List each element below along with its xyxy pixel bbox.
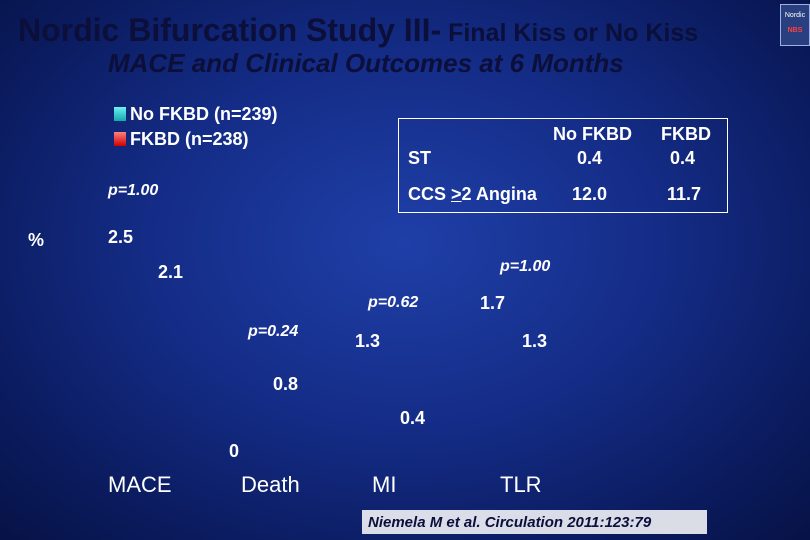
legend-item-no-fkbd: No FKBD (n=239) (114, 104, 278, 125)
title-final: Final (441, 19, 514, 47)
x-tick-label-tlr: TLR (500, 472, 542, 497)
table-cell-ccs-no-fkbd: 12.0 (572, 184, 608, 204)
data-label-mace-fkbd: 2.1 (158, 262, 184, 282)
data-label-mi-no-fkbd: 1.3 (355, 331, 381, 351)
legend-label-fkbd: FKBD (n=238) (130, 129, 249, 149)
citation-background (362, 510, 707, 534)
p-value-mace: p=1.00 (108, 182, 159, 199)
x-tick-label-mace: MACE (108, 472, 172, 497)
citation: Niemela M et al. Circulation 2011:123:79 (368, 514, 652, 531)
study-logo: Nordic NBS (780, 4, 810, 46)
table-cell-st-fkbd: 0.4 (670, 148, 696, 168)
table-header-no-fkbd: No FKBD (553, 124, 632, 144)
legend-label-no-fkbd: No FKBD (n=239) (130, 104, 278, 124)
x-tick-label-death: Death (241, 472, 300, 497)
title-main: Nordic Bifurcation Study III- (18, 12, 442, 48)
table-row-label-st: ST (408, 148, 432, 168)
data-label-mi-fkbd: 0.4 (400, 408, 426, 428)
table-row-label-ccs-pre: CCS (408, 184, 452, 204)
y-axis-label: % (28, 230, 45, 250)
p-value-death: p=0.24 (248, 323, 299, 340)
table-row-label-ccs-underline: > (451, 184, 462, 204)
table-header-fkbd: FKBD (661, 124, 711, 144)
logo-text-bottom: NBS (787, 27, 803, 34)
slide-title: Nordic Bifurcation Study III- Final Kiss… (18, 12, 698, 49)
title-kiss: Kiss or No Kiss (513, 19, 699, 47)
table-row-label-ccs-post: 2 Angina (461, 184, 537, 204)
data-label-tlr-fkbd: 1.3 (522, 331, 548, 351)
table-row-label-ccs: CCS >2 Angina (408, 184, 537, 205)
legend-swatch-no-fkbd (114, 107, 126, 121)
data-label-death-no-fkbd: 0.8 (273, 374, 299, 394)
table-cell-st-no-fkbd: 0.4 (577, 148, 603, 168)
data-label-death-fkbd: 0 (229, 441, 240, 461)
data-label-tlr-no-fkbd: 1.7 (480, 293, 506, 313)
legend-swatch-fkbd (114, 132, 126, 146)
p-value-mi: p=0.62 (368, 294, 419, 311)
x-tick-label-mi: MI (372, 472, 397, 497)
outcomes-table (398, 118, 728, 213)
logo-text-top: Nordic (784, 12, 806, 19)
p-value-tlr: p=1.00 (500, 258, 551, 275)
legend-item-fkbd: FKBD (n=238) (114, 129, 249, 150)
slide-subtitle: MACE and Clinical Outcomes at 6 Months (108, 48, 624, 78)
table-cell-ccs-fkbd: 11.7 (667, 184, 702, 204)
data-label-mace-no-fkbd: 2.5 (108, 227, 134, 247)
